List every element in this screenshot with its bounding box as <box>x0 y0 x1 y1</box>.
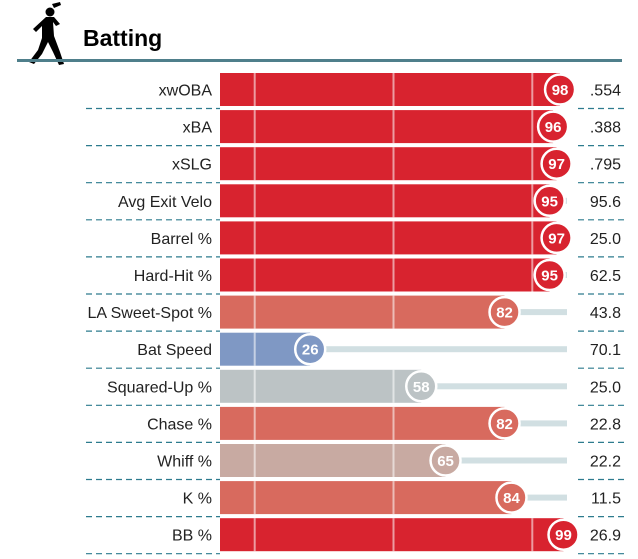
metric-label-xba: xBA <box>183 120 213 137</box>
bar-chase-pct <box>220 406 505 440</box>
percentile-value-k-pct: 84 <box>503 490 520 507</box>
panel-header: Batting <box>0 0 638 65</box>
percentile-value-xba: 96 <box>545 119 562 136</box>
percentile-value-whiff-pct: 65 <box>437 453 454 470</box>
metric-label-bat-speed: Bat Speed <box>137 342 212 359</box>
stat-value-squared-up-pct: 25.0 <box>590 379 621 396</box>
stat-value-la-sweet-spot-pct: 43.8 <box>590 305 621 322</box>
bar-avg-exit-velo <box>220 184 550 218</box>
percentile-value-xwoba: 98 <box>552 82 569 99</box>
bar-track-bat-speed <box>220 346 567 353</box>
panel-title: Batting <box>83 25 163 51</box>
metric-label-chase-pct: Chase % <box>147 416 212 433</box>
percentile-badge-hard-hit-pct <box>533 258 566 292</box>
bar-xba <box>220 110 554 144</box>
stat-value-chase-pct: 22.8 <box>590 416 621 433</box>
metric-label-bb-pct: BB % <box>172 528 212 545</box>
bar-xwoba <box>220 73 561 106</box>
bar-la-sweet-spot-pct <box>220 295 505 329</box>
percentile-value-xslg: 97 <box>548 156 565 173</box>
metric-label-xwoba: xwOBA <box>159 83 213 100</box>
metric-label-k-pct: K % <box>183 491 212 508</box>
percentile-value-bb-pct: 99 <box>555 527 572 544</box>
percentile-badge-avg-exit-velo <box>533 184 566 218</box>
bar-barrel-pct <box>220 221 557 255</box>
stat-value-k-pct: 11.5 <box>591 491 621 508</box>
percentile-badge-xba <box>536 110 570 143</box>
header-rule <box>17 59 622 62</box>
stat-value-barrel-pct: 25.0 <box>590 231 621 248</box>
stat-value-whiff-pct: 22.2 <box>590 454 621 471</box>
metric-label-barrel-pct: Barrel % <box>151 231 212 248</box>
percentile-value-chase-pct: 82 <box>496 416 513 433</box>
bar-whiff-pct <box>220 444 446 477</box>
percentile-badge-barrel-pct <box>540 221 573 255</box>
percentile-badge-whiff-pct <box>429 444 462 477</box>
percentile-badge-la-sweet-spot-pct <box>488 295 521 329</box>
percentile-value-bat-speed: 26 <box>302 342 319 359</box>
metric-label-avg-exit-velo: Avg Exit Velo <box>118 194 212 211</box>
stat-value-bb-pct: 26.9 <box>590 528 621 545</box>
percentile-badge-xwoba <box>543 73 577 106</box>
percentile-badge-squared-up-pct <box>405 370 438 403</box>
percentile-value-la-sweet-spot-pct: 82 <box>496 305 513 322</box>
percentile-badge-xslg <box>540 147 573 180</box>
stat-value-bat-speed: 70.1 <box>590 342 621 359</box>
percentile-badge-bat-speed <box>293 332 327 366</box>
stat-value-xba: .388 <box>590 120 621 137</box>
percentile-value-barrel-pct: 97 <box>548 230 565 247</box>
bar-bb-pct <box>220 518 564 552</box>
metric-label-whiff-pct: Whiff % <box>157 454 212 471</box>
percentile-badge-bb-pct <box>547 518 580 551</box>
stat-value-xwoba: .554 <box>590 83 621 100</box>
percentile-value-hard-hit-pct: 95 <box>541 268 558 285</box>
metric-label-xslg: xSLG <box>172 157 212 174</box>
bar-k-pct <box>220 481 512 515</box>
metric-label-squared-up-pct: Squared-Up % <box>107 379 212 396</box>
stat-value-avg-exit-velo: 95.6 <box>590 194 621 211</box>
metric-label-la-sweet-spot-pct: LA Sweet-Spot % <box>87 305 212 322</box>
percentile-badge-k-pct <box>495 481 528 514</box>
stat-value-hard-hit-pct: 62.5 <box>590 268 621 285</box>
bar-hard-hit-pct <box>220 258 550 292</box>
percentile-value-avg-exit-velo: 95 <box>541 193 558 210</box>
stat-value-xslg: .795 <box>590 157 621 174</box>
bar-squared-up-pct <box>220 369 422 403</box>
percentile-value-squared-up-pct: 58 <box>413 379 430 396</box>
metric-label-hard-hit-pct: Hard-Hit % <box>134 268 212 285</box>
batter-silhouette-icon <box>29 2 64 65</box>
bar-xslg <box>220 147 557 181</box>
percentile-badge-chase-pct <box>488 407 521 440</box>
